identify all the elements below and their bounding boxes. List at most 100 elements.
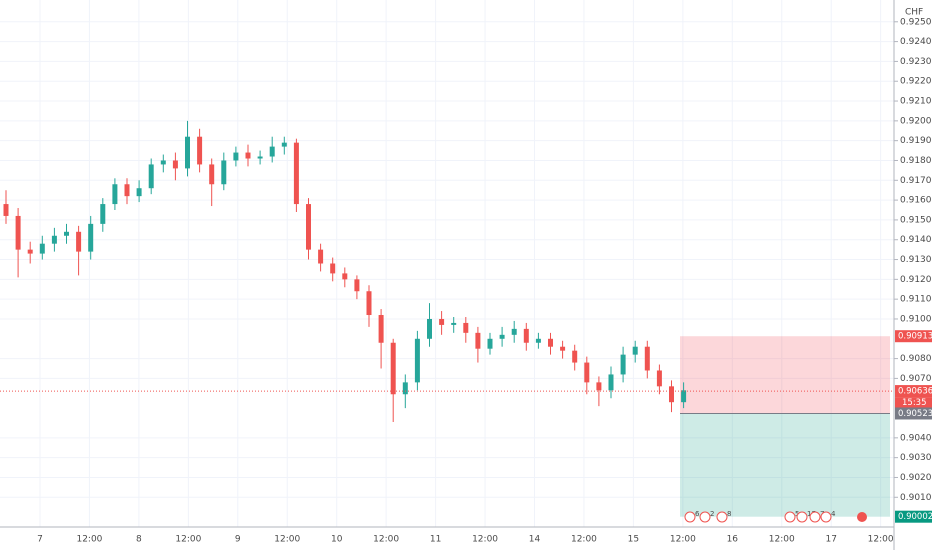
- stop-tag: [895, 330, 932, 343]
- last-price-tag: [895, 385, 932, 398]
- x-tick-label: 12:00: [175, 535, 201, 545]
- candle-body: [51, 235, 57, 244]
- x-tick-label: 17: [825, 535, 836, 545]
- candle-body: [27, 249, 33, 254]
- candle-body: [451, 322, 457, 325]
- candle-body: [572, 350, 578, 363]
- entry-tag-label: 0.90523: [898, 409, 932, 419]
- candle-body: [112, 184, 118, 205]
- candle-body: [487, 338, 493, 349]
- event-icon-alert: [857, 512, 867, 522]
- candle-body: [221, 160, 227, 185]
- countdown-bg: [895, 397, 932, 409]
- event-count: 5: [795, 510, 799, 518]
- candle-body: [644, 346, 650, 371]
- event-icon: [820, 511, 832, 523]
- x-tick-label: 12:00: [274, 535, 300, 545]
- candle-body: [269, 146, 275, 157]
- candle-body: [257, 156, 263, 159]
- candle-body: [463, 322, 469, 333]
- currency-label: CHF: [905, 8, 923, 18]
- x-tick-label: 8: [136, 535, 142, 545]
- candle-body: [245, 152, 251, 159]
- x-tick-label: 12:00: [472, 535, 498, 545]
- x-tick-label: 12:00: [670, 535, 696, 545]
- candle-body: [64, 231, 69, 236]
- candle-body: [681, 390, 687, 403]
- candle-body: [342, 273, 348, 280]
- candle-body: [233, 152, 239, 161]
- candle-body: [39, 243, 45, 254]
- grid: [0, 0, 894, 527]
- target-tag-label: 0.90002: [898, 512, 932, 522]
- candle-body: [414, 338, 420, 383]
- stop-tag-label: 0.90913: [898, 332, 932, 342]
- candle-body: [632, 346, 638, 355]
- candle-body: [511, 328, 517, 335]
- candle-body: [3, 204, 9, 216]
- x-tick-label: 9: [235, 535, 241, 545]
- event-count: 4: [831, 510, 836, 518]
- candle-body: [656, 370, 662, 387]
- event-icon: [796, 511, 808, 523]
- candle-body: [548, 338, 553, 347]
- event-icon: [699, 511, 711, 523]
- entry-tag: [895, 407, 932, 420]
- candle-body: [535, 338, 541, 343]
- candle-body: [209, 164, 215, 185]
- x-tick-label: 11: [430, 535, 441, 545]
- candle-body: [306, 204, 311, 250]
- candle-body: [88, 223, 94, 252]
- candle-body: [148, 164, 154, 189]
- candle-body: [439, 318, 445, 325]
- event-count: 8: [727, 510, 731, 518]
- candle-body: [136, 188, 142, 197]
- x-tick-label: 12:00: [769, 535, 795, 545]
- event-icon: [809, 511, 821, 523]
- candle-body: [499, 334, 505, 339]
- event-icon: [784, 511, 796, 523]
- candle-body: [608, 374, 614, 391]
- candle-body: [475, 332, 481, 349]
- candle-body: [160, 160, 166, 165]
- candle-body: [330, 263, 336, 274]
- candle-body: [172, 160, 178, 169]
- candle-body: [596, 382, 602, 391]
- candle-body: [402, 382, 408, 395]
- plot: [3, 120, 890, 517]
- event-count: 6: [695, 510, 700, 518]
- candle-body: [197, 136, 203, 165]
- x-tick-label: 12:00: [76, 535, 102, 545]
- x-tick-label: 16: [727, 535, 739, 545]
- countdown: 15:35: [902, 398, 927, 408]
- candle-body: [427, 318, 432, 339]
- target-tag: [895, 510, 932, 523]
- last-price-tag-label: 0.90636: [898, 387, 932, 397]
- candle-body: [523, 328, 529, 343]
- candle-body: [620, 354, 626, 375]
- candle-body: [584, 362, 590, 383]
- candle-body: [293, 142, 299, 205]
- event-icon: [716, 511, 728, 523]
- event-count: 2: [710, 510, 714, 518]
- candle-body: [560, 346, 566, 351]
- candle-body: [124, 184, 130, 197]
- event-icon: [684, 511, 696, 523]
